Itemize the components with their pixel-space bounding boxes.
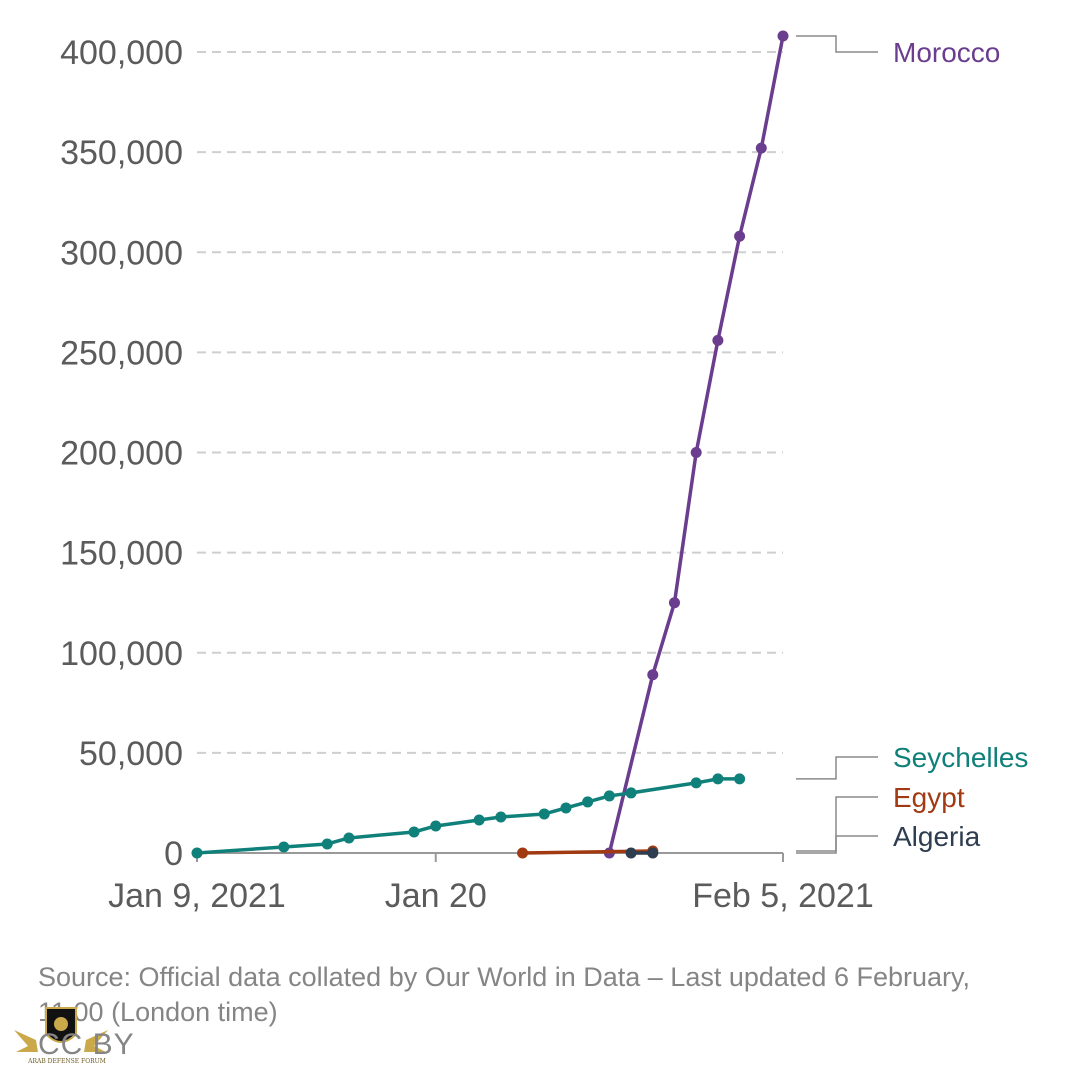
data-point-morocco	[777, 30, 789, 42]
data-point-seychelles	[473, 814, 485, 826]
data-point-seychelles	[408, 826, 420, 838]
series-label-seychelles: Seychelles	[893, 742, 1028, 773]
data-point-morocco	[712, 334, 724, 346]
data-point-egypt	[517, 847, 529, 859]
data-point-morocco	[734, 230, 746, 242]
y-axis-tick-labels: 0 50,000 100,000 150,000 200,000 250,000 300,0…	[60, 34, 183, 873]
x-axis	[196, 852, 784, 862]
data-point-seychelles	[343, 832, 355, 844]
source-note: Source: Official data collated by Our Wo…	[38, 962, 971, 1027]
line-chart: 0 50,000 100,000 150,000 200,000 250,000 300,0…	[60, 30, 1028, 915]
label-leader-line	[796, 835, 878, 854]
series-labels: Morocco Seychelles Egypt Algeria	[796, 35, 1028, 854]
y-tick-label: 350,000	[60, 134, 183, 172]
data-point-seychelles	[560, 802, 572, 814]
data-point-seychelles	[321, 838, 333, 850]
data-point-seychelles	[625, 787, 637, 799]
watermark-label: ARAB DEFENSE FORUM	[28, 1058, 106, 1065]
data-point-seychelles	[430, 820, 442, 832]
data-point-algeria	[625, 847, 637, 859]
data-point-seychelles	[712, 773, 724, 785]
x-tick-label: Feb 5, 2021	[692, 877, 873, 915]
y-tick-label: 150,000	[60, 535, 183, 573]
data-point-seychelles	[191, 847, 203, 859]
data-point-seychelles	[734, 773, 746, 785]
data-point-morocco	[755, 142, 767, 154]
y-tick-label: 200,000	[60, 435, 183, 473]
forum-shield-logo	[14, 1007, 108, 1052]
x-axis-tick-labels: Jan 9, 2021 Jan 20 Feb 5, 2021	[108, 877, 874, 915]
x-tick-label: Jan 9, 2021	[108, 877, 286, 915]
data-point-morocco	[647, 669, 659, 681]
label-leader-line	[796, 35, 878, 53]
y-tick-label: 250,000	[60, 334, 183, 372]
series-label-algeria: Algeria	[893, 821, 981, 852]
y-tick-label: 300,000	[60, 234, 183, 272]
label-leader-line	[796, 796, 878, 852]
label-leader-line	[796, 756, 878, 780]
series-label-morocco: Morocco	[893, 37, 1000, 68]
data-point-seychelles	[603, 790, 615, 802]
series-line-morocco	[607, 35, 785, 854]
series-lines	[191, 30, 789, 859]
x-tick-label: Jan 20	[385, 877, 487, 915]
y-tick-label: 50,000	[79, 735, 183, 773]
data-point-seychelles	[538, 808, 550, 820]
data-point-morocco	[668, 597, 680, 609]
grid-lines	[197, 51, 783, 754]
data-point-seychelles	[690, 777, 702, 789]
y-tick-label: 100,000	[60, 635, 183, 673]
data-point-algeria	[647, 847, 659, 859]
data-point-seychelles	[582, 796, 594, 808]
y-tick-label: 400,000	[60, 34, 183, 72]
license-label: CC BY	[38, 1028, 135, 1061]
y-tick-label: 0	[164, 835, 183, 873]
data-point-seychelles	[495, 811, 507, 823]
data-point-morocco	[690, 447, 702, 458]
series-label-egypt: Egypt	[893, 782, 965, 813]
series-line-seychelles	[196, 777, 740, 855]
data-point-seychelles	[278, 841, 290, 853]
